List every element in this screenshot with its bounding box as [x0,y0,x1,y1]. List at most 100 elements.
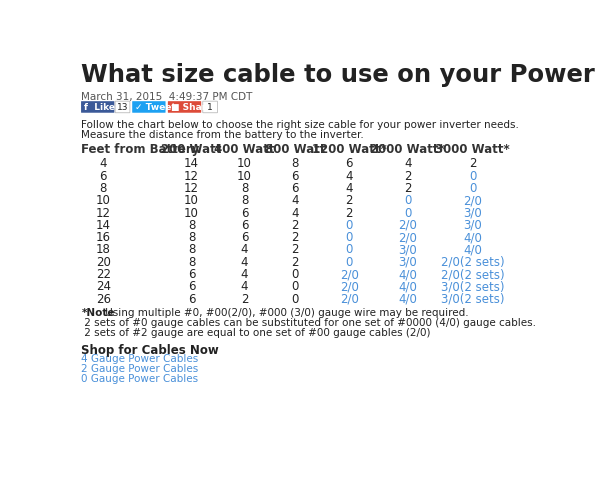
Text: *Note: *Note [81,307,115,318]
Text: 4: 4 [241,255,249,268]
Text: 4 Gauge Power Cables: 4 Gauge Power Cables [81,354,199,364]
Text: 4: 4 [346,182,353,195]
Text: 12: 12 [184,182,199,195]
Text: 4/0: 4/0 [399,280,417,293]
Text: 2/0(2 sets): 2/0(2 sets) [441,255,504,268]
Text: 6: 6 [291,169,299,182]
Text: 26: 26 [96,292,111,305]
Text: 4: 4 [404,157,412,170]
Text: 2: 2 [346,206,353,219]
Text: 2/0: 2/0 [399,219,417,231]
Text: 6: 6 [241,206,249,219]
Text: 2: 2 [404,169,412,182]
Text: ✓ Tweet: ✓ Tweet [135,103,176,112]
Text: 4: 4 [241,280,249,293]
Text: 0: 0 [469,169,477,182]
Text: 6: 6 [188,292,195,305]
Text: 13: 13 [117,103,128,112]
Text: 0 Gauge Power Cables: 0 Gauge Power Cables [81,374,199,384]
Text: 3/0(2 sets): 3/0(2 sets) [441,280,504,293]
Text: 1200 Watt*: 1200 Watt* [312,143,386,156]
Text: 18: 18 [96,243,111,256]
Text: Follow the chart below to choose the right size cable for your power inverter ne: Follow the chart below to choose the rig… [81,119,520,129]
Text: 6: 6 [291,182,299,195]
Text: 4/0: 4/0 [464,243,482,256]
FancyBboxPatch shape [115,102,130,114]
Text: March 31, 2015  4:49:37 PM CDT: March 31, 2015 4:49:37 PM CDT [81,92,253,102]
Text: 0: 0 [291,280,299,293]
Text: 8: 8 [241,182,248,195]
Text: 2: 2 [291,231,299,244]
Text: 2 sets of #0 gauge cables can be substituted for one set of #0000 (4/0) gauge ca: 2 sets of #0 gauge cables can be substit… [81,318,536,327]
Text: 2/0: 2/0 [340,267,359,281]
Text: f  Like: f Like [84,103,115,112]
Text: 2/0: 2/0 [399,231,417,244]
Text: ■ Share: ■ Share [170,103,212,112]
Text: 4: 4 [99,157,107,170]
Text: 0: 0 [469,182,477,195]
Text: 8: 8 [188,255,195,268]
Text: 12: 12 [184,169,199,182]
Text: 14: 14 [184,157,199,170]
Text: 12: 12 [96,206,111,219]
Text: 4: 4 [241,267,249,281]
Text: 0: 0 [404,206,411,219]
Text: 0: 0 [291,292,299,305]
FancyBboxPatch shape [132,102,166,114]
Text: 2 Gauge Power Cables: 2 Gauge Power Cables [81,364,199,374]
Text: 4/0: 4/0 [399,292,417,305]
Text: 2: 2 [469,157,477,170]
Text: Feet from Battery: Feet from Battery [81,143,200,156]
Text: 20: 20 [96,255,111,268]
Text: 8: 8 [188,243,195,256]
Text: 2: 2 [241,292,249,305]
Text: 800 Watt: 800 Watt [265,143,325,156]
Text: 2: 2 [404,182,412,195]
Text: 4/0: 4/0 [399,267,417,281]
Text: 3/0(2 sets): 3/0(2 sets) [441,292,504,305]
Text: 2: 2 [346,194,353,207]
Text: 2 sets of #2 gauge are equal to one set of #00 gauge cables (2/0): 2 sets of #2 gauge are equal to one set … [81,327,431,338]
Text: Measure the distance from the battery to the inverter.: Measure the distance from the battery to… [81,129,364,139]
FancyBboxPatch shape [81,102,114,114]
Text: 16: 16 [96,231,111,244]
Text: What size cable to use on your Power Inverter: What size cable to use on your Power Inv… [81,62,602,86]
Text: 4: 4 [291,194,299,207]
Text: 8: 8 [188,231,195,244]
Text: 0: 0 [346,219,353,231]
Text: 6: 6 [241,219,249,231]
Text: 3/0: 3/0 [464,206,482,219]
Text: 10: 10 [184,194,199,207]
Text: 10: 10 [184,206,199,219]
Text: 10: 10 [237,157,252,170]
Text: 8: 8 [241,194,248,207]
Text: 2: 2 [291,255,299,268]
Text: 2: 2 [291,243,299,256]
Text: Using multiple #0, #00(2/0), #000 (3/0) gauge wire may be required.: Using multiple #0, #00(2/0), #000 (3/0) … [102,307,468,318]
Text: 2/0: 2/0 [464,194,482,207]
Text: 3/0: 3/0 [399,255,417,268]
Text: Shop for Cables Now: Shop for Cables Now [81,343,219,356]
Text: 2/0: 2/0 [340,280,359,293]
Text: 200 Watt: 200 Watt [161,143,222,156]
Text: 3/0: 3/0 [464,219,482,231]
FancyBboxPatch shape [203,102,217,114]
Text: 0: 0 [291,267,299,281]
Text: 8: 8 [291,157,299,170]
Text: 6: 6 [346,157,353,170]
Text: 2000 Watt*: 2000 Watt* [370,143,445,156]
Text: 4: 4 [241,243,249,256]
Text: 1: 1 [207,103,213,112]
Text: 0: 0 [346,231,353,244]
Text: 14: 14 [96,219,111,231]
Text: 2/0(2 sets): 2/0(2 sets) [441,267,504,281]
Text: 4: 4 [346,169,353,182]
Text: 6: 6 [188,267,195,281]
Text: 400 Watt: 400 Watt [214,143,275,156]
Text: 4/0: 4/0 [464,231,482,244]
Text: 3000 Watt*: 3000 Watt* [435,143,510,156]
FancyBboxPatch shape [168,102,201,114]
Text: 24: 24 [96,280,111,293]
Text: 0: 0 [404,194,411,207]
Text: 0: 0 [346,255,353,268]
